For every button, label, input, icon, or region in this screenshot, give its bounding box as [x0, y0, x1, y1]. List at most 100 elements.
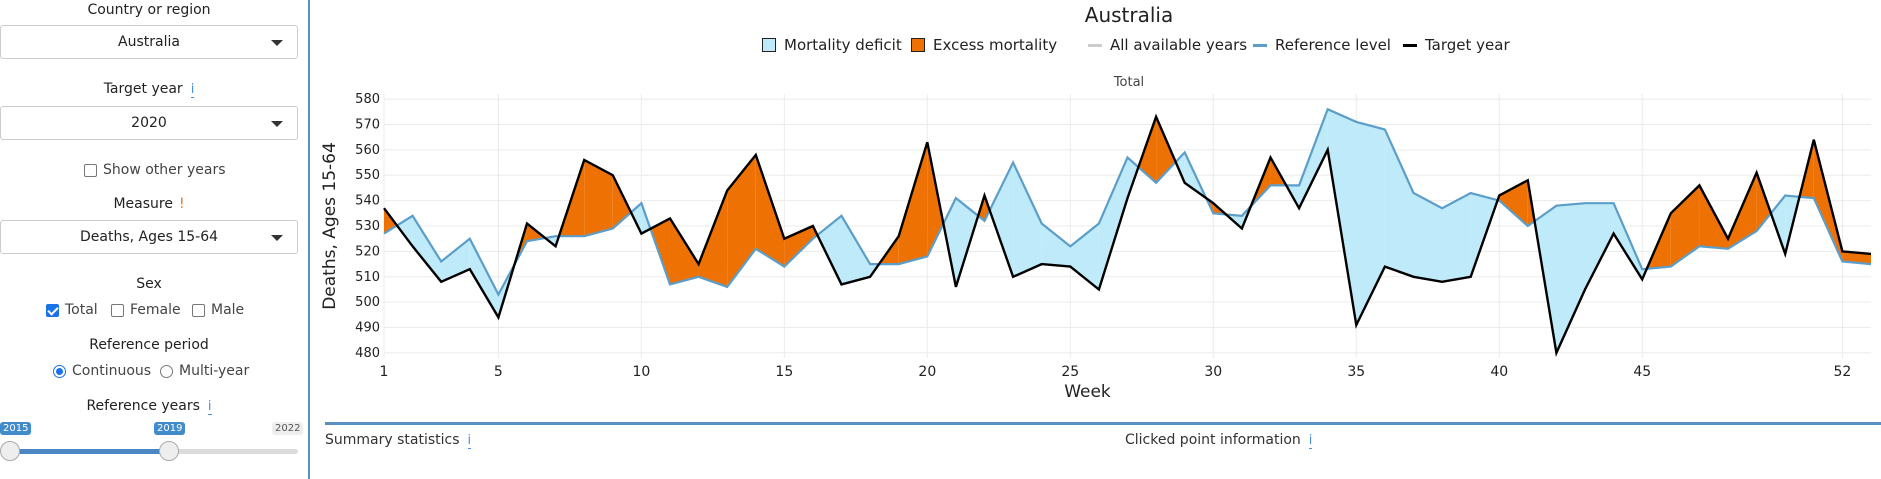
mortality-deficit-area — [1013, 162, 1042, 277]
sex-option-total[interactable]: Total — [46, 302, 98, 318]
legend-reference-label: Reference level — [1275, 36, 1391, 54]
excess-swatch — [911, 38, 925, 52]
excess-mortality-area — [755, 154, 785, 267]
show-other-years-option[interactable]: Show other years — [84, 162, 226, 178]
target-year-label: Target year i — [0, 81, 298, 98]
mortality-deficit-area — [817, 215, 842, 285]
mortality-deficit-area — [1384, 129, 1414, 277]
main-panel: Mortality deficit Excess mortality All a… — [310, 0, 1881, 479]
x-tick-label: 30 — [1204, 364, 1222, 380]
x-tick-label: 15 — [775, 364, 793, 380]
x-tick-label: 10 — [632, 364, 650, 380]
sex-option-female[interactable]: Female — [111, 302, 181, 318]
y-tick-label: 530 — [355, 219, 380, 234]
sex-option-male[interactable]: Male — [192, 302, 244, 318]
excess-mortality-area — [669, 218, 699, 285]
ref-period-option-multi-year[interactable]: Multi-year — [160, 363, 249, 379]
reference-years-label: Reference years i — [0, 398, 298, 415]
country-select[interactable]: Australia — [0, 25, 298, 59]
excess-mortality-area — [1670, 185, 1700, 267]
y-tick-label: 560 — [355, 143, 380, 158]
ref-years-max-tag: 2022 — [272, 422, 304, 435]
y-tick-label: 540 — [355, 194, 380, 209]
info-icon[interactable]: i — [207, 399, 212, 415]
target-line-swatch — [1403, 43, 1417, 47]
mortality-deficit-area — [469, 238, 499, 318]
sex-female-label: Female — [130, 302, 181, 318]
excess-mortality-area — [898, 142, 928, 265]
chart-subtitle: Total — [1113, 75, 1144, 90]
info-icon[interactable]: i — [1308, 433, 1313, 449]
ref-years-value-tag: 2019 — [154, 422, 186, 435]
sidebar: Country or region Australia Target year i… — [0, 0, 310, 479]
chevron-down-icon — [271, 235, 283, 241]
mortality-deficit-area — [412, 215, 442, 282]
mortality-deficit-area — [1556, 203, 1586, 353]
continuous-radio[interactable] — [53, 364, 66, 378]
legend-item-reference[interactable]: Reference level — [1253, 36, 1391, 54]
excess-mortality-area — [1842, 251, 1871, 265]
sex-total-checkbox[interactable] — [46, 303, 59, 317]
legend-item-deficit[interactable]: Mortality deficit — [762, 36, 902, 54]
mortality-deficit-area — [943, 198, 956, 287]
mortality-deficit-area — [1585, 203, 1614, 290]
chevron-down-icon — [271, 121, 283, 127]
measure-value: Deaths, Ages 15-64 — [79, 229, 219, 245]
mortality-deficit-area — [1442, 193, 1471, 282]
legend-deficit-label: Mortality deficit — [784, 36, 902, 54]
x-tick-label: 35 — [1347, 364, 1365, 380]
mortality-chart[interactable]: AustraliaTotal48049050051052053054055056… — [310, 0, 1881, 420]
target-year-value: 2020 — [131, 115, 167, 131]
summary-statistics-label: Summary statistics — [325, 432, 460, 448]
country-label: Country or region — [87, 2, 211, 18]
deficit-swatch — [762, 38, 776, 52]
chart-title: Australia — [1085, 3, 1173, 27]
y-tick-label: 550 — [355, 168, 380, 183]
show-other-years-checkbox[interactable] — [84, 163, 97, 177]
excess-mortality-area — [1138, 116, 1157, 183]
mortality-deficit-area — [498, 264, 515, 318]
x-tick-label: 5 — [494, 364, 503, 380]
legend-item-all-years[interactable]: All available years — [1088, 36, 1247, 54]
target-year-label-text: Target year — [103, 81, 183, 97]
country-value: Australia — [118, 34, 180, 50]
y-tick-label: 570 — [355, 117, 380, 132]
target-year-select[interactable]: 2020 — [0, 106, 298, 140]
sex-female-checkbox[interactable] — [111, 303, 124, 317]
ref-period-option-continuous[interactable]: Continuous — [53, 363, 151, 379]
legend-item-excess[interactable]: Excess mortality — [911, 36, 1057, 54]
mortality-deficit-area — [1413, 193, 1443, 282]
x-axis-label: Week — [1064, 382, 1111, 402]
sex-total-label: Total — [65, 302, 98, 318]
slider-start-handle[interactable] — [0, 441, 20, 461]
info-icon[interactable]: i — [467, 433, 472, 449]
x-tick-label: 40 — [1490, 364, 1508, 380]
legend-target-label: Target year — [1425, 36, 1510, 54]
mortality-deficit-area — [955, 198, 979, 287]
all-years-line-swatch — [1088, 43, 1102, 47]
y-tick-label: 500 — [355, 295, 380, 310]
y-tick-label: 510 — [355, 270, 380, 285]
mortality-deficit-area — [1098, 157, 1128, 290]
measure-select[interactable]: Deaths, Ages 15-64 — [0, 220, 298, 254]
mortality-deficit-area — [1327, 109, 1357, 325]
measure-label-text: Measure — [113, 196, 173, 212]
sex-male-checkbox[interactable] — [192, 303, 205, 317]
excess-mortality-area — [727, 154, 756, 287]
multi-year-radio[interactable] — [160, 364, 173, 378]
info-icon[interactable]: i — [190, 82, 195, 98]
legend-all-years-label: All available years — [1110, 36, 1248, 54]
sex-label: Sex — [136, 276, 162, 292]
y-tick-label: 480 — [355, 346, 380, 361]
measure-label: Measure! — [0, 196, 298, 212]
excess-mortality-area — [927, 142, 944, 257]
panel-divider — [325, 422, 1881, 425]
mortality-deficit-area — [1070, 223, 1099, 290]
reference-line-swatch — [1253, 43, 1267, 47]
x-tick-label: 1 — [380, 364, 389, 380]
legend-item-target[interactable]: Target year — [1403, 36, 1510, 54]
slider-end-handle[interactable] — [159, 441, 179, 461]
summary-statistics-heading: Summary statistics i — [325, 432, 472, 449]
x-tick-label: 25 — [1061, 364, 1079, 380]
sex-male-label: Male — [211, 302, 245, 318]
